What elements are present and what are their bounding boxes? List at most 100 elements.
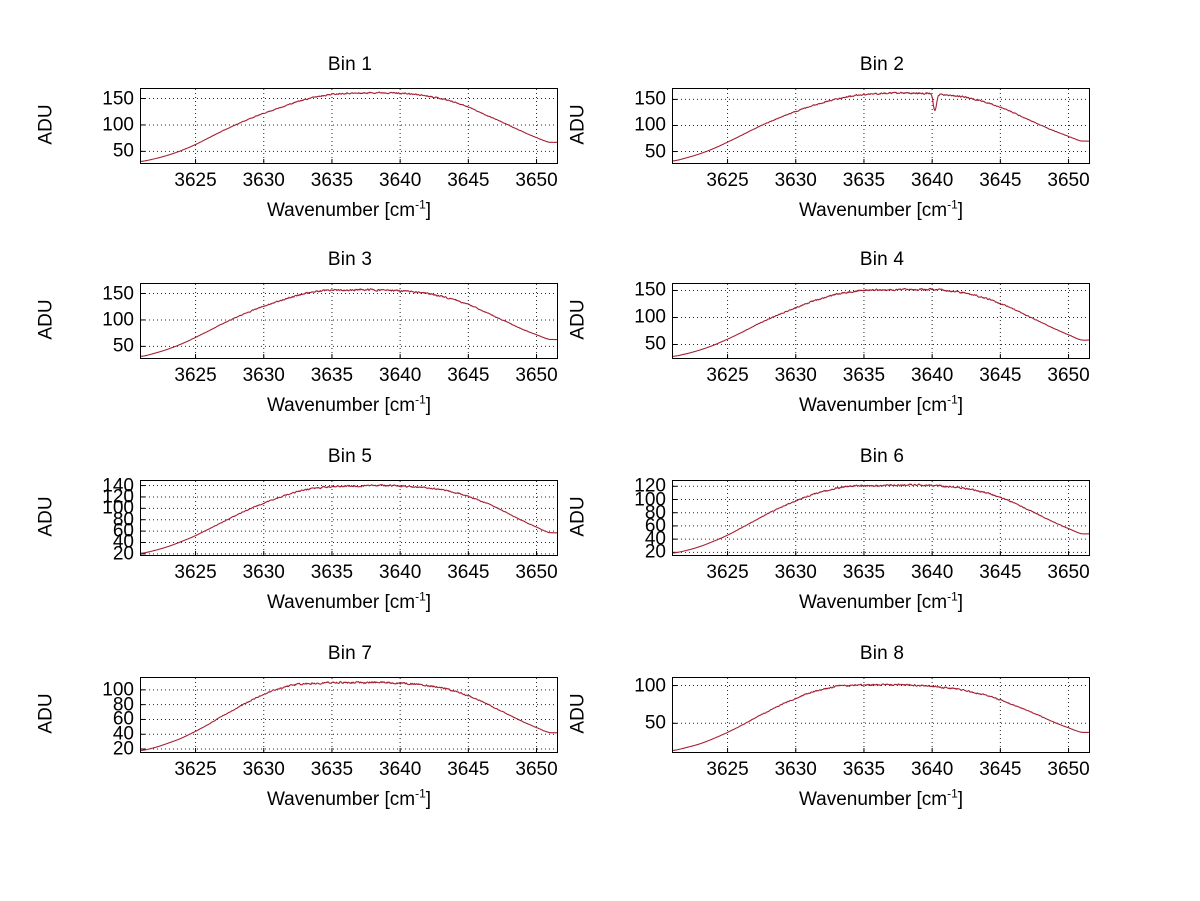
x-tick-label: 3630 — [242, 562, 285, 583]
spectrum-line — [673, 287, 1089, 357]
x-axis-label-text: Wavenumber [cm — [798, 200, 948, 221]
subplot-title: Bin 4 — [859, 249, 905, 270]
spectrum-line — [141, 91, 557, 162]
y-tick-label: 50 — [644, 141, 666, 163]
y-tick-label: 50 — [644, 712, 666, 734]
x-tick-label: 3625 — [706, 759, 749, 780]
spectrum-line — [141, 288, 557, 357]
x-tick-label: 3640 — [911, 365, 954, 386]
x-tick-label: 3635 — [310, 759, 354, 780]
x-axis-label-exponent: -1 — [415, 786, 426, 801]
x-axis-label-tail: ] — [957, 592, 964, 613]
x-axis-label-exponent: -1 — [947, 589, 958, 604]
x-tick-label: 3640 — [379, 562, 422, 583]
subplot-title: Bin 3 — [327, 249, 373, 270]
spectrum-line — [673, 483, 1089, 554]
x-tick-label: 3650 — [1047, 365, 1090, 386]
x-tick-label: 3630 — [242, 170, 285, 191]
gridlines — [673, 89, 1089, 163]
x-tick-label: 3640 — [911, 562, 954, 583]
tick-marks — [141, 98, 538, 163]
x-axis-label-tail: ] — [425, 395, 432, 416]
x-axis-label-tail: ] — [425, 592, 432, 613]
x-axis-label: Wavenumber [cm-1] — [140, 394, 558, 417]
plot-area — [141, 678, 557, 752]
y-tick-label: 50 — [112, 335, 134, 357]
y-tick-label: 80 — [644, 502, 666, 524]
x-axis-label: Wavenumber [cm-1] — [140, 786, 558, 811]
tick-marks — [141, 293, 538, 358]
y-tick-label: 150 — [102, 283, 134, 304]
y-tick-label: 100 — [102, 309, 134, 331]
y-tick-labels: 50 100 150 — [54, 284, 134, 358]
x-tick-label: 3640 — [911, 170, 954, 191]
x-tick-label: 3640 — [379, 170, 422, 191]
y-tick-label: 100 — [634, 306, 666, 328]
plot-area — [673, 89, 1089, 163]
y-tick-label: 100 — [634, 489, 666, 510]
x-tick-label: 3650 — [515, 170, 558, 191]
plot-area — [141, 481, 557, 555]
gridlines — [141, 284, 557, 358]
x-tick-label: 3645 — [447, 365, 490, 386]
x-axis-label-text: Wavenumber [cm — [798, 395, 948, 416]
x-axis-label: Wavenumber [cm-1] — [672, 589, 1090, 614]
plot-area — [673, 678, 1089, 752]
x-tick-label: 3650 — [1047, 170, 1090, 191]
y-tick-label: 120 — [634, 475, 666, 497]
plot-area — [673, 284, 1089, 358]
x-tick-label: 3625 — [706, 562, 749, 583]
x-axis-label: Wavenumber [cm-1] — [140, 591, 558, 614]
y-tick-label: 20 — [112, 543, 134, 565]
x-tick-label: 3650 — [515, 759, 558, 780]
x-axis-label-tail: ] — [425, 200, 432, 221]
x-tick-label: 3640 — [911, 759, 954, 780]
y-tick-label: 100 — [102, 114, 134, 136]
axes-box — [140, 677, 558, 753]
y-tick-label: 60 — [112, 520, 134, 542]
x-axis-label-tail: ] — [425, 789, 432, 810]
x-axis-label-text: Wavenumber [cm — [798, 592, 948, 613]
axes-box — [140, 88, 558, 164]
y-tick-label: 150 — [634, 88, 666, 110]
x-tick-label: 3625 — [706, 365, 749, 386]
x-axis-label-exponent: -1 — [947, 197, 958, 212]
x-tick-label: 3630 — [242, 759, 285, 780]
x-axis-label-text: Wavenumber [cm — [266, 395, 416, 416]
y-tick-label: 60 — [644, 515, 666, 537]
x-axis-label-tail: ] — [957, 395, 964, 416]
subplot-title: Bin 5 — [327, 446, 373, 467]
plot-area — [673, 481, 1089, 555]
spectrum-line — [141, 484, 557, 554]
y-tick-labels: 50 100 — [586, 675, 666, 752]
subplot-title: Bin 2 — [859, 54, 905, 75]
tick-marks — [673, 485, 1070, 555]
x-tick-label: 3635 — [842, 170, 886, 191]
x-axis-label-exponent: -1 — [415, 197, 426, 212]
tick-marks — [673, 98, 1070, 163]
x-tick-label: 3635 — [842, 759, 886, 780]
x-axis-label: Wavenumber [cm-1] — [672, 394, 1090, 417]
y-tick-label: 50 — [112, 140, 134, 162]
y-tick-label: 50 — [644, 333, 666, 355]
y-tick-label: 120 — [102, 486, 134, 508]
x-tick-label: 3630 — [774, 759, 817, 780]
x-axis-label: Wavenumber [cm-1] — [672, 788, 1090, 811]
x-tick-label: 3630 — [242, 365, 285, 386]
spectrum-line — [141, 680, 557, 752]
y-tick-labels: 20 40 60 80 100 — [54, 678, 134, 758]
x-tick-label: 3645 — [979, 365, 1022, 386]
x-tick-label: 3635 — [310, 562, 354, 583]
y-tick-label: 100 — [634, 675, 666, 697]
plot-area — [141, 284, 557, 358]
y-tick-label: 140 — [102, 475, 134, 497]
x-tick-label: 3625 — [706, 170, 749, 191]
